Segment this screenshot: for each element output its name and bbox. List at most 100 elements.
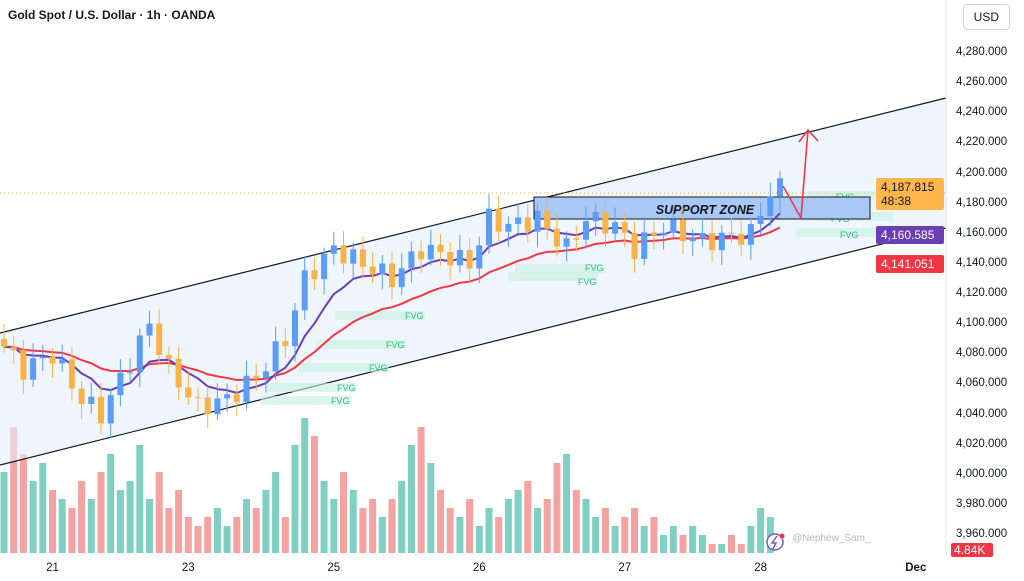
volume-bar	[194, 526, 202, 553]
channel-lower-line[interactable]	[0, 227, 947, 466]
candle	[156, 308, 163, 364]
fvg-zone	[335, 311, 425, 320]
candle	[389, 251, 395, 300]
volume-bar	[19, 454, 27, 553]
volume-bar	[427, 463, 435, 553]
candle	[224, 383, 231, 413]
lightning-icon[interactable]	[766, 533, 785, 551]
volume-bar	[747, 526, 755, 553]
volume-bar	[417, 427, 425, 553]
fvg-label: FVG	[369, 363, 388, 373]
projection-arrow[interactable]	[782, 128, 819, 221]
y-tick: 4,200.000	[956, 166, 1008, 179]
fvg-label: FVG	[337, 383, 356, 393]
volume-bar	[728, 535, 735, 553]
x-tick: 26	[472, 562, 486, 574]
candle	[195, 387, 201, 412]
volume-bar	[29, 481, 37, 553]
volume-bar	[369, 499, 377, 553]
candle	[175, 346, 182, 401]
candle	[146, 310, 153, 348]
candle	[757, 202, 764, 235]
y-tick: 3,960.000	[956, 528, 1008, 540]
volume-bar	[155, 472, 163, 553]
last-price: 4,187.815	[881, 180, 935, 194]
candle	[59, 344, 66, 373]
volume-bar	[39, 463, 47, 553]
candle	[747, 217, 754, 260]
candle	[379, 255, 386, 290]
candle	[78, 381, 85, 419]
support-zone-label: SUPPORT ZONE	[656, 203, 755, 217]
candle	[233, 384, 240, 417]
volume-bar	[631, 508, 638, 553]
y-tick: 4,100.000	[956, 317, 1008, 330]
volume-bar	[534, 508, 541, 553]
candle	[699, 218, 706, 247]
volume-bar	[126, 481, 134, 553]
fvg-zone	[796, 228, 886, 237]
candle	[1, 324, 7, 353]
candle	[214, 383, 221, 421]
y-tick: 4,000.000	[956, 467, 1008, 480]
volume-bar	[698, 535, 706, 553]
candle	[165, 346, 172, 374]
y-tick: 4,160.000	[956, 226, 1008, 239]
candle	[466, 238, 473, 282]
volume-bar	[592, 517, 600, 553]
volume-bar	[485, 508, 493, 553]
y-tick: 4,060.000	[956, 377, 1008, 390]
volume-bar	[213, 508, 221, 553]
ma-slow-tag: 4,141.051	[876, 255, 944, 273]
volume-bar	[669, 526, 677, 553]
volume-bar	[78, 481, 86, 553]
candle	[282, 328, 289, 359]
y-tick: 4,260.000	[956, 76, 1008, 89]
y-tick: 4,180.000	[956, 196, 1008, 209]
candle	[262, 362, 269, 393]
volume-bar	[689, 526, 697, 553]
candle	[117, 359, 124, 407]
volume-bar	[466, 499, 474, 553]
volume-tag: 4.84K	[951, 543, 993, 557]
volume-bar	[524, 481, 532, 553]
volume-bar	[116, 490, 124, 553]
candle	[718, 225, 725, 266]
candle	[573, 225, 580, 252]
volume-bar	[660, 535, 668, 553]
candle	[680, 207, 686, 255]
candle	[689, 229, 696, 256]
candle	[398, 253, 405, 295]
volume-bar	[301, 418, 309, 553]
volume-bar	[310, 436, 318, 553]
volume-bar	[553, 463, 561, 553]
ma-fast-tag: 4,160.585	[876, 226, 944, 244]
candle	[447, 242, 454, 280]
ma-slow-line	[3, 226, 781, 382]
candle	[612, 207, 619, 242]
fvg-label: FVG	[578, 277, 597, 287]
candle	[544, 197, 551, 240]
candle	[602, 199, 609, 247]
watermark: @Nephew_Sam_	[792, 533, 871, 544]
candle	[350, 242, 357, 279]
volume-bar	[97, 472, 105, 553]
volume-bar	[58, 499, 66, 553]
volume-bar	[757, 508, 765, 553]
volume-bar	[407, 445, 415, 553]
volume-bar	[359, 508, 367, 553]
volume-bar	[204, 517, 212, 553]
candle	[30, 343, 37, 388]
candle	[553, 214, 560, 257]
volume-bar	[252, 508, 260, 553]
candle	[68, 346, 75, 401]
currency-button[interactable]: USD	[962, 4, 1010, 30]
volume-bar	[330, 499, 338, 553]
fvg-zone	[808, 191, 898, 200]
candle	[10, 335, 17, 364]
channel-upper-line[interactable]	[0, 97, 947, 334]
candle	[515, 203, 522, 234]
candle	[437, 234, 444, 266]
volume-bar	[107, 454, 115, 553]
